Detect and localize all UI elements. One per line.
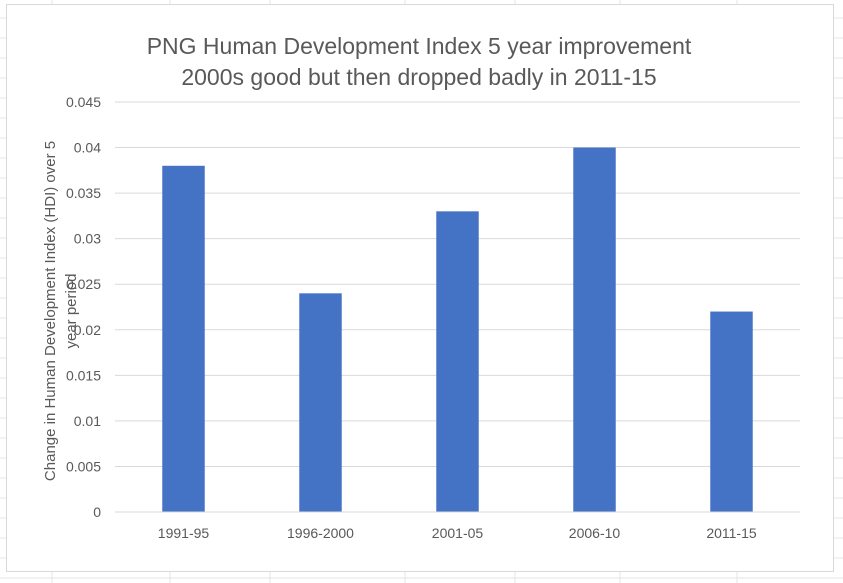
chart-title-line-2: 2000s good but then dropped badly in 201…	[181, 64, 656, 90]
x-tick-label: 1996-2000	[287, 525, 354, 541]
y-tick-label: 0.015	[66, 367, 101, 383]
bar[interactable]	[573, 147, 616, 513]
chart-area[interactable]: PNG Human Development Index 5 year impro…	[6, 4, 834, 572]
y-tick-label: 0.01	[74, 413, 101, 429]
x-tick-label: 2011-15	[706, 525, 757, 541]
bar[interactable]	[299, 293, 342, 512]
y-tick-label: 0.025	[66, 276, 101, 292]
bar[interactable]	[436, 211, 479, 513]
y-axis-title-line-2: year period	[63, 273, 80, 348]
y-tick-label: 0.04	[74, 140, 101, 156]
x-tick-label: 1991-95	[158, 525, 210, 541]
x-tick-label: 2001-05	[432, 525, 484, 541]
y-axis-title: Change in Human Development Index (HDI) …	[42, 141, 80, 481]
chart-title-line-1: PNG Human Development Index 5 year impro…	[147, 33, 692, 59]
y-tick-label: 0.005	[66, 458, 101, 474]
y-axis-ticks: 0 0.005 0.01 0.015 0.02 0.025 0.03 0.035 0.04 0.0…	[66, 94, 101, 520]
y-tick-label: 0	[93, 504, 101, 520]
bar[interactable]	[162, 165, 205, 512]
bars	[162, 147, 753, 513]
y-tick-label: 0.03	[74, 231, 101, 247]
y-axis-title-line-1: Change in Human Development Index (HDI) …	[42, 141, 59, 481]
y-tick-label: 0.02	[74, 322, 101, 338]
y-tick-label: 0.035	[66, 185, 101, 201]
bar-chart: PNG Human Development Index 5 year impro…	[42, 33, 800, 541]
x-tick-label: 2006-10	[569, 525, 621, 541]
x-axis-ticks: 1991-95 1996-2000 2001-05 2006-10 2011-15	[158, 525, 757, 541]
bar[interactable]	[710, 311, 753, 512]
y-tick-label: 0.045	[66, 94, 101, 110]
